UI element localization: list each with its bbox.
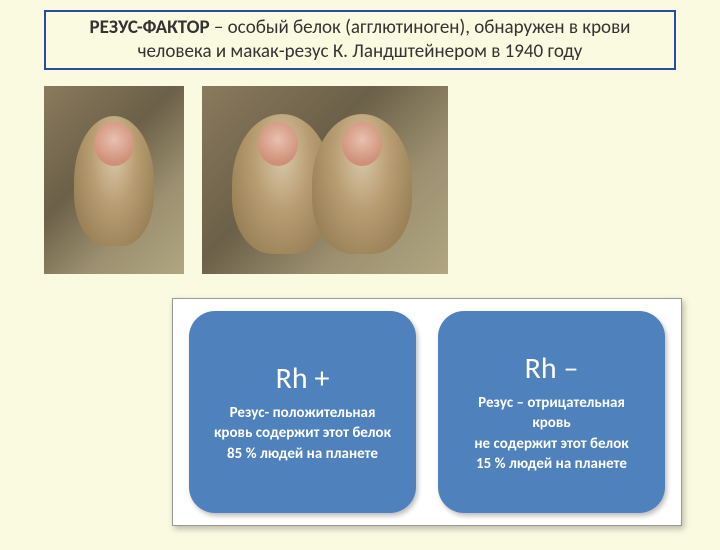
- monkey-face: [258, 122, 298, 166]
- title-box: РЕЗУС-ФАКТОР – особый белок (агглютиноге…: [44, 10, 676, 70]
- monkey-image-single: [44, 86, 184, 274]
- rh-positive-line3: 85 % людей на планете: [227, 444, 378, 464]
- rh-negative-line4: 15 % людей на планете: [476, 454, 627, 474]
- rh-positive-title: Rh +: [276, 360, 330, 397]
- images-row: [44, 86, 720, 274]
- rh-positive-line1: Резус- положительная: [230, 403, 376, 423]
- monkey-face: [342, 122, 382, 166]
- rh-positive-card: Rh + Резус- положительная кровь содержит…: [189, 311, 416, 513]
- title-rest: – особый белок (агглютиноген), обнаружен…: [138, 16, 631, 63]
- rh-negative-line1: Резус – отрицательная: [478, 393, 625, 413]
- rh-positive-line2: кровь содержит этот белок: [214, 423, 391, 443]
- rh-negative-line2: кровь: [532, 413, 570, 433]
- title-bold: РЕЗУС-ФАКТОР: [90, 16, 210, 39]
- monkey-image-pair: [202, 86, 448, 274]
- title-text: РЕЗУС-ФАКТОР – особый белок (агглютиноге…: [58, 16, 662, 64]
- rh-negative-line3: не содержит этот белок: [474, 434, 628, 454]
- monkey-face: [94, 122, 134, 166]
- rh-negative-title: Rh –: [525, 350, 579, 387]
- rh-negative-card: Rh – Резус – отрицательная кровь не соде…: [438, 311, 665, 513]
- rh-panel: Rh + Резус- положительная кровь содержит…: [172, 298, 682, 526]
